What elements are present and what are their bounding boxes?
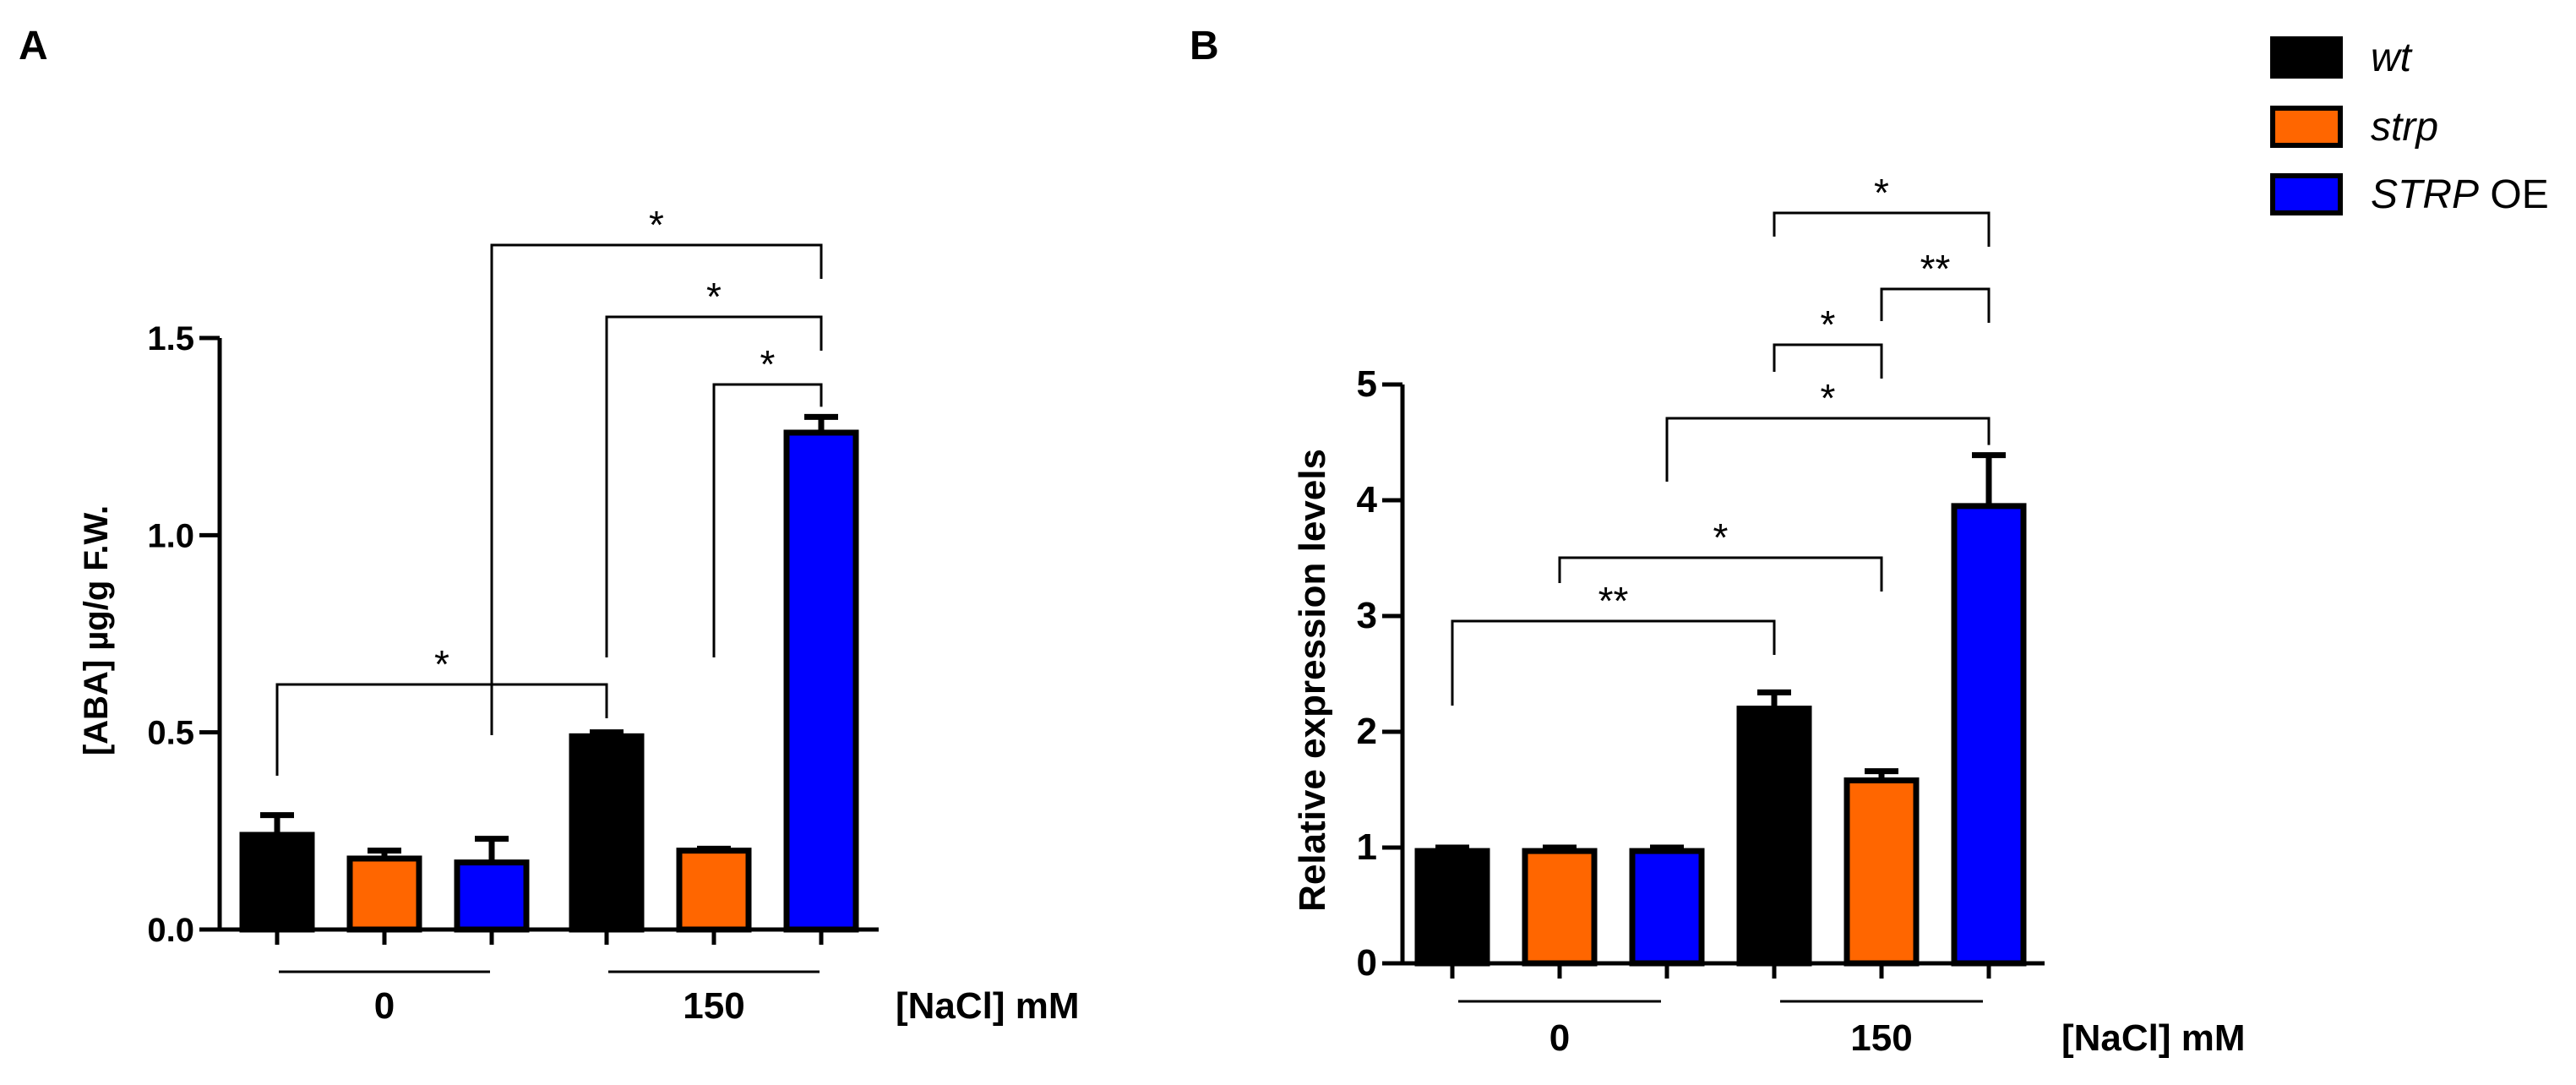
panel-a-xlabel: [NaCl] mM <box>896 985 1080 1027</box>
legend-item-strp-oe: STRP OE <box>2270 172 2549 217</box>
legend-label: wt <box>2371 35 2413 80</box>
legend: wt strp STRP OE <box>2270 35 2549 217</box>
y-tick-label: 0.0 <box>147 912 194 949</box>
bar-wt-150 <box>569 733 645 933</box>
significance-label: * <box>649 203 664 247</box>
bar-strp-0 <box>346 855 422 933</box>
legend-label: STRP OE <box>2371 172 2549 217</box>
bar-strp-oe-0 <box>1629 848 1705 967</box>
significance-bracket <box>490 243 823 735</box>
legend-item-strp: strp <box>2270 105 2438 150</box>
legend-swatch <box>2270 173 2343 215</box>
significance-bracket <box>1773 343 1883 379</box>
significance-bracket <box>1665 417 1991 482</box>
y-tick-label: 4 <box>1357 479 1378 521</box>
bar-strp-oe-150 <box>1951 503 2027 967</box>
y-tick-label: 5 <box>1357 363 1377 405</box>
bar-wt-0 <box>1414 848 1490 967</box>
bar-wt-0 <box>239 831 315 933</box>
significance-bracket <box>1880 287 1991 323</box>
panel-b-xlabel: [NaCl] mM <box>2061 1017 2246 1059</box>
y-tick-label: 1 <box>1357 826 1377 868</box>
legend-swatch <box>2270 106 2343 148</box>
y-tick-label: 3 <box>1357 595 1377 636</box>
bar-wt-150 <box>1736 706 1812 967</box>
group-label: 0 <box>374 985 395 1027</box>
legend-item-wt: wt <box>2270 35 2413 80</box>
significance-bracket <box>712 383 823 657</box>
bar-strp-oe-0 <box>454 859 530 933</box>
y-tick-label: 1.5 <box>147 320 194 357</box>
significance-label: ** <box>1598 579 1629 623</box>
significance-bracket <box>605 315 823 657</box>
significance-label: * <box>1821 303 1836 346</box>
bar-strp-150 <box>1844 777 1920 967</box>
bar-strp-0 <box>1522 848 1598 967</box>
significance-label: * <box>1713 515 1729 559</box>
significance-label: * <box>434 642 449 686</box>
y-tick-label: 0.5 <box>147 715 194 752</box>
legend-label: strp <box>2371 105 2438 150</box>
significance-label: * <box>1874 171 1889 215</box>
group-label: 150 <box>683 985 744 1027</box>
significance-label: ** <box>1920 247 1951 291</box>
panel-a-ylabel: [ABA] µg/g F.W. <box>78 505 115 755</box>
significance-label: * <box>1821 376 1836 420</box>
group-label: 0 <box>1549 1017 1570 1059</box>
significance-bracket <box>275 683 608 776</box>
significance-bracket <box>1558 556 1883 592</box>
y-tick-label: 2 <box>1357 711 1377 752</box>
panel-b-ylabel: Relative expression levels <box>1292 449 1333 912</box>
y-tick-label: 1.0 <box>147 517 194 554</box>
legend-swatch <box>2270 36 2343 79</box>
significance-bracket <box>1451 619 1776 706</box>
y-tick-label: 0 <box>1357 942 1377 984</box>
significance-label: * <box>706 275 722 319</box>
panel-b-letter: B <box>1190 24 1219 68</box>
bar-strp-150 <box>676 848 752 933</box>
bar-strp-oe-150 <box>783 429 859 933</box>
group-label: 150 <box>1850 1017 1912 1059</box>
panel-a-letter: A <box>19 24 48 68</box>
significance-label: * <box>760 342 776 386</box>
significance-bracket <box>1773 211 1991 247</box>
panel-a: A 0.00.51.01.50 150 **** [ABA] µg/g F.W. … <box>19 24 1080 1027</box>
